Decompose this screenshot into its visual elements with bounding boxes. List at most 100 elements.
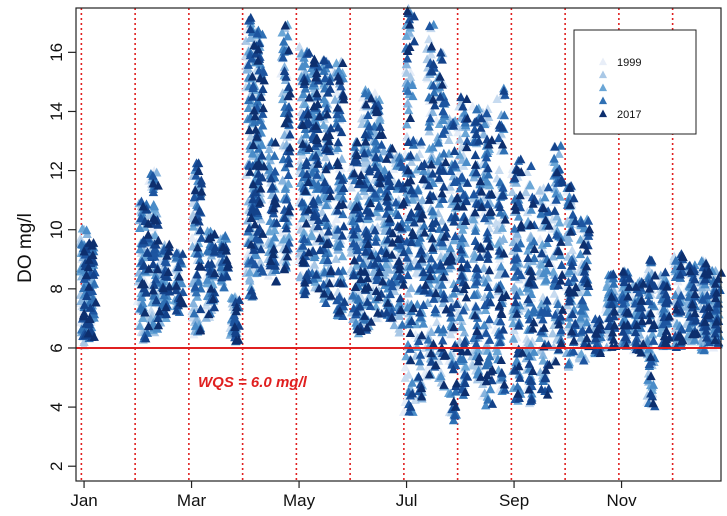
data-point [550, 309, 561, 319]
data-point [521, 187, 531, 197]
data-point [569, 335, 579, 345]
data-point [418, 166, 429, 176]
data-point [371, 232, 381, 242]
data-point [664, 311, 675, 321]
data-point [538, 349, 548, 359]
data-point [415, 361, 426, 371]
data-point [178, 249, 188, 258]
data-point [528, 366, 538, 375]
data-point [88, 250, 98, 260]
data-point [284, 231, 294, 241]
data-point [449, 322, 459, 332]
data-point [511, 242, 521, 252]
data-point [151, 274, 161, 284]
data-point [381, 259, 391, 269]
data-point [473, 269, 483, 279]
data-point [644, 283, 655, 293]
data-point [549, 288, 559, 298]
data-point [407, 377, 417, 387]
data-point [323, 255, 333, 264]
data-point [334, 75, 345, 85]
data-point [451, 386, 461, 396]
data-point [270, 232, 280, 242]
data-point [427, 222, 437, 232]
data-point [173, 262, 184, 272]
data-point [486, 366, 496, 376]
data-point [320, 177, 330, 187]
data-point [84, 281, 94, 291]
data-point [428, 80, 439, 90]
data-point [539, 323, 549, 332]
data-point [373, 253, 383, 263]
data-point [252, 131, 262, 141]
data-point [360, 283, 370, 293]
data-point [153, 313, 163, 322]
data-point [522, 167, 532, 177]
data-point [280, 118, 290, 128]
data-point [359, 157, 369, 167]
data-point [685, 287, 695, 297]
data-point [333, 224, 343, 234]
legend-marker [598, 83, 608, 92]
data-point [553, 315, 564, 325]
data-point [300, 76, 310, 86]
data-point [279, 66, 290, 76]
data-point [339, 94, 349, 104]
data-point [676, 261, 686, 270]
data-point [550, 141, 560, 151]
data-point [402, 252, 412, 262]
data-point [311, 150, 321, 160]
data-point [353, 191, 363, 200]
data-point [551, 188, 561, 198]
data-point [436, 302, 446, 312]
data-point [381, 307, 392, 317]
data-point [267, 181, 278, 191]
data-point [148, 187, 159, 197]
data-point [361, 228, 372, 238]
data-point [675, 269, 685, 279]
data-point [247, 53, 257, 63]
data-point [495, 337, 505, 346]
data-point [349, 229, 359, 239]
data-point [515, 372, 525, 382]
data-point [481, 328, 491, 337]
data-point [595, 320, 605, 330]
data-point [308, 190, 318, 200]
data-point [475, 252, 485, 261]
data-point [319, 94, 329, 104]
data-point [159, 269, 170, 279]
data-point [493, 239, 503, 248]
data-point [583, 215, 594, 225]
data-point [354, 253, 364, 262]
data-point [552, 226, 563, 235]
data-point [498, 182, 508, 192]
data-point [202, 274, 213, 284]
data-point [510, 201, 520, 211]
legend-label: 1999 [617, 57, 641, 69]
data-point [373, 307, 383, 317]
data-point [394, 152, 405, 162]
data-point [449, 146, 460, 155]
data-point [330, 94, 340, 104]
data-point [510, 340, 520, 350]
data-point [446, 250, 456, 260]
data-point [577, 295, 588, 305]
y-tick-label: 14 [47, 102, 66, 121]
data-point [431, 288, 441, 298]
data-point [370, 225, 380, 235]
data-point [337, 175, 348, 184]
data-point [499, 110, 510, 120]
data-point [406, 185, 416, 195]
data-point [472, 276, 482, 286]
data-point [303, 109, 313, 119]
data-point [607, 299, 617, 309]
data-point [622, 320, 633, 330]
data-point [171, 280, 182, 290]
data-point [460, 128, 471, 138]
data-point [356, 170, 366, 180]
data-point [162, 250, 172, 260]
data-point [370, 162, 380, 172]
data-point [277, 175, 288, 185]
data-point [498, 190, 509, 200]
data-point [711, 316, 722, 326]
